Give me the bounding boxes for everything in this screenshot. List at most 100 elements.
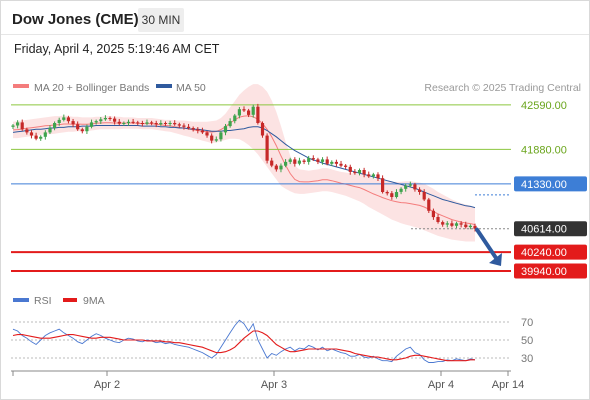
candle-body — [311, 158, 315, 160]
candle-body — [334, 161, 338, 164]
candle-body — [357, 170, 362, 174]
time-axis-label: Apr 2 — [94, 379, 120, 391]
candle-body — [394, 192, 399, 197]
candle-body — [330, 161, 334, 164]
candle-body — [427, 199, 431, 211]
chart-credit: Research © 2025 Trading Central — [424, 82, 581, 94]
forecast-arrow-shaft — [475, 227, 500, 263]
rsi-tick-label: 30 — [521, 353, 533, 365]
pivot-level-label: 41330.00 — [521, 179, 567, 191]
rsi-tick-label: 50 — [521, 335, 533, 347]
candle-body — [108, 118, 112, 119]
support-level-label: 40240.00 — [521, 247, 567, 259]
candle-body — [288, 159, 292, 162]
legend-swatch-rsi — [13, 298, 29, 302]
candle-body — [150, 122, 154, 124]
forecast-arrow — [475, 227, 502, 266]
candle-body — [71, 121, 75, 125]
legend-swatch-ma50 — [156, 84, 172, 88]
candle-body — [413, 184, 417, 190]
candle-body — [418, 189, 422, 192]
candle-body — [163, 123, 168, 124]
candle-body — [464, 224, 468, 228]
candle-body — [196, 129, 200, 131]
candle-body — [320, 159, 325, 162]
legend-label-rsi: RSI — [34, 295, 52, 307]
candle-body — [445, 223, 449, 225]
candle-body — [316, 159, 320, 162]
current-level-tag — [514, 221, 587, 237]
candle-body — [177, 124, 181, 126]
candle-body — [260, 123, 265, 136]
candle-body — [297, 160, 301, 164]
candle-body — [103, 118, 107, 120]
candle-body — [122, 123, 126, 124]
resistance-level-label: 41880.00 — [521, 144, 567, 156]
candle-body — [94, 121, 98, 123]
candle-body — [168, 123, 172, 124]
candle-body — [85, 126, 89, 132]
candle-body — [348, 166, 352, 172]
candle-body — [145, 122, 149, 124]
candle-body — [159, 123, 163, 125]
candle-body — [247, 110, 251, 115]
candle-body — [39, 136, 43, 139]
candle-body — [362, 170, 366, 175]
candle-body — [251, 106, 255, 115]
candle-body — [408, 184, 412, 186]
candle-body — [136, 122, 140, 124]
rsi-line — [12, 319, 476, 363]
candle-body — [270, 160, 274, 166]
candle-body — [117, 121, 121, 124]
candle-body — [307, 158, 311, 162]
support-level-label: 39940.00 — [521, 266, 567, 278]
time-axis-label: Apr 4 — [428, 379, 454, 391]
support-level-tag — [514, 244, 587, 260]
candle-body — [441, 222, 445, 225]
time-axis-label: Apr 3 — [261, 379, 287, 391]
candle-body — [473, 225, 477, 229]
candle-body — [43, 132, 47, 137]
candle-body — [126, 121, 131, 124]
rsi-tick-label: 70 — [521, 317, 533, 329]
candlesticks — [11, 103, 477, 232]
candle-body — [62, 117, 66, 120]
candle-body — [200, 130, 204, 133]
candle-body — [228, 121, 232, 127]
candle-body — [210, 135, 214, 141]
candle-body — [16, 122, 20, 126]
candle-body — [293, 159, 297, 164]
candle-body — [436, 217, 440, 222]
candle-body — [339, 163, 343, 166]
candle-body — [205, 132, 209, 136]
legend-label-bollinger: MA 20 + Bollinger Bands — [34, 82, 149, 94]
candle-body — [381, 178, 385, 192]
rsi-panel: 70 50 30 — [11, 317, 533, 365]
candle-body — [404, 185, 408, 189]
candle-body — [344, 165, 348, 167]
candle-body — [422, 192, 426, 200]
candle-body — [80, 129, 84, 132]
forecast-arrow-head — [489, 252, 502, 266]
current-level-label: 40614.00 — [521, 224, 567, 236]
candle-body — [399, 188, 403, 192]
candle-body — [302, 160, 306, 162]
interval-button[interactable]: 30 MIN — [138, 8, 184, 32]
candle-body — [48, 128, 52, 133]
candle-body — [89, 122, 94, 127]
candle-body — [233, 115, 237, 122]
candle-body — [284, 161, 288, 166]
candle-body — [450, 223, 454, 226]
candle-body — [140, 123, 144, 124]
candle-body — [57, 119, 61, 123]
candle-body — [237, 109, 241, 116]
candle-body — [25, 129, 29, 133]
candle-body — [256, 106, 260, 123]
time-axis: Apr 2 Apr 3 Apr 4 Apr 14 — [11, 370, 524, 391]
support-level-tag — [514, 263, 587, 279]
candle-body — [390, 193, 394, 197]
pivot-level-tag — [514, 176, 587, 192]
chart-timestamp: Friday, April 4, 2025 5:19:46 AM CET — [14, 42, 220, 56]
